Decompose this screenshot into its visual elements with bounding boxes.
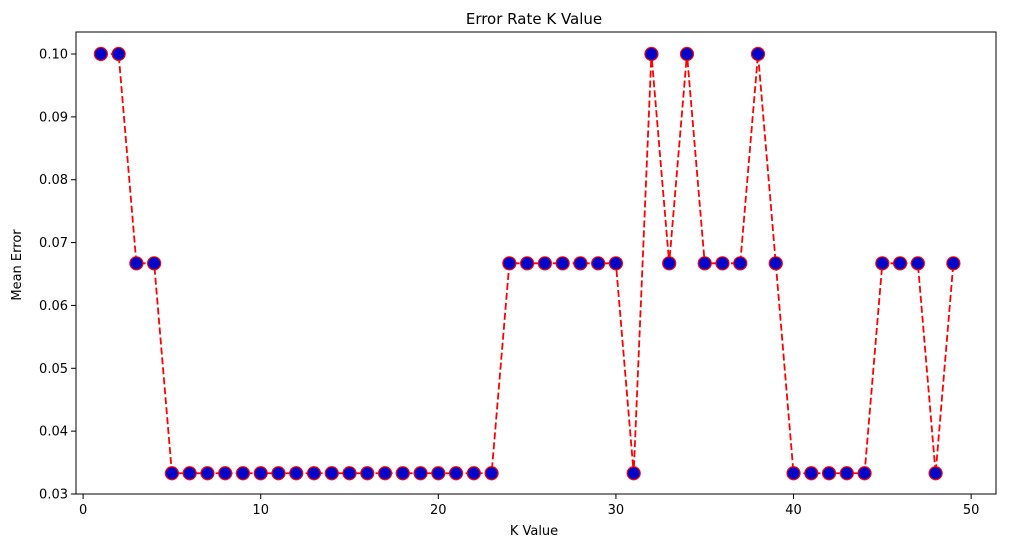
data-point xyxy=(360,466,375,481)
data-point xyxy=(644,46,659,62)
data-point xyxy=(395,466,410,481)
data-point xyxy=(537,256,552,271)
x-axis-ticks: 0 10 20 30 40 50 xyxy=(79,494,979,518)
data-point xyxy=(608,256,624,271)
data-point xyxy=(626,466,641,481)
data-point xyxy=(821,466,837,481)
data-point xyxy=(448,466,464,481)
data-point xyxy=(715,256,730,271)
data-point xyxy=(875,256,890,271)
data-point xyxy=(342,466,357,481)
x-axis-title: K Value xyxy=(510,524,558,539)
plot-area xyxy=(93,46,961,481)
y-axis-title: Mean Error xyxy=(10,229,25,301)
data-point xyxy=(253,466,268,481)
data-point xyxy=(484,466,499,481)
data-point xyxy=(679,46,695,62)
x-tick-label: 40 xyxy=(785,503,802,518)
y-tick-label: 0.08 xyxy=(39,173,68,188)
y-tick-label: 0.06 xyxy=(39,299,68,314)
x-tick-label: 50 xyxy=(963,503,980,518)
data-point xyxy=(93,46,108,62)
data-point xyxy=(662,256,677,271)
data-point xyxy=(733,256,748,271)
data-point xyxy=(910,256,925,271)
data-point xyxy=(768,256,783,271)
data-point xyxy=(200,466,215,481)
chart-title: Error Rate K Value xyxy=(466,10,602,28)
data-point xyxy=(164,466,180,481)
data-point xyxy=(111,46,126,62)
data-point xyxy=(129,256,144,271)
y-tick-label: 0.07 xyxy=(39,236,68,251)
data-point xyxy=(520,256,535,271)
data-point xyxy=(289,466,304,481)
data-point xyxy=(591,256,606,271)
data-point xyxy=(573,256,588,271)
data-point xyxy=(147,256,162,271)
data-point xyxy=(928,466,943,481)
data-point xyxy=(466,466,481,481)
data-point xyxy=(839,466,854,481)
y-tick-label: 0.04 xyxy=(39,425,68,440)
data-point xyxy=(946,256,961,271)
data-point xyxy=(857,466,872,481)
data-point xyxy=(502,256,517,271)
data-point xyxy=(235,466,251,481)
plot-frame xyxy=(75,31,997,495)
x-tick-label: 0 xyxy=(79,503,87,518)
data-point xyxy=(804,466,819,481)
data-point xyxy=(306,466,322,481)
y-tick-label: 0.09 xyxy=(39,110,68,125)
data-point xyxy=(324,466,339,481)
data-point xyxy=(431,466,446,481)
data-point xyxy=(182,466,197,481)
data-point xyxy=(218,466,233,481)
y-tick-label: 0.05 xyxy=(39,362,68,377)
data-point xyxy=(697,256,712,271)
y-tick-label: 0.10 xyxy=(39,48,68,63)
y-axis-ticks: 0.03 0.04 0.05 0.06 0.07 0.08 0.09 0.10 xyxy=(39,48,76,503)
data-point xyxy=(413,466,428,481)
x-tick-label: 30 xyxy=(608,503,625,518)
data-point xyxy=(271,466,286,481)
x-tick-label: 10 xyxy=(252,503,269,518)
x-tick-label: 20 xyxy=(430,503,447,518)
y-tick-label: 0.03 xyxy=(39,488,68,503)
data-point xyxy=(750,46,766,62)
data-point xyxy=(786,466,801,481)
data-point xyxy=(892,256,908,271)
data-point xyxy=(555,256,570,271)
data-point xyxy=(377,466,393,481)
